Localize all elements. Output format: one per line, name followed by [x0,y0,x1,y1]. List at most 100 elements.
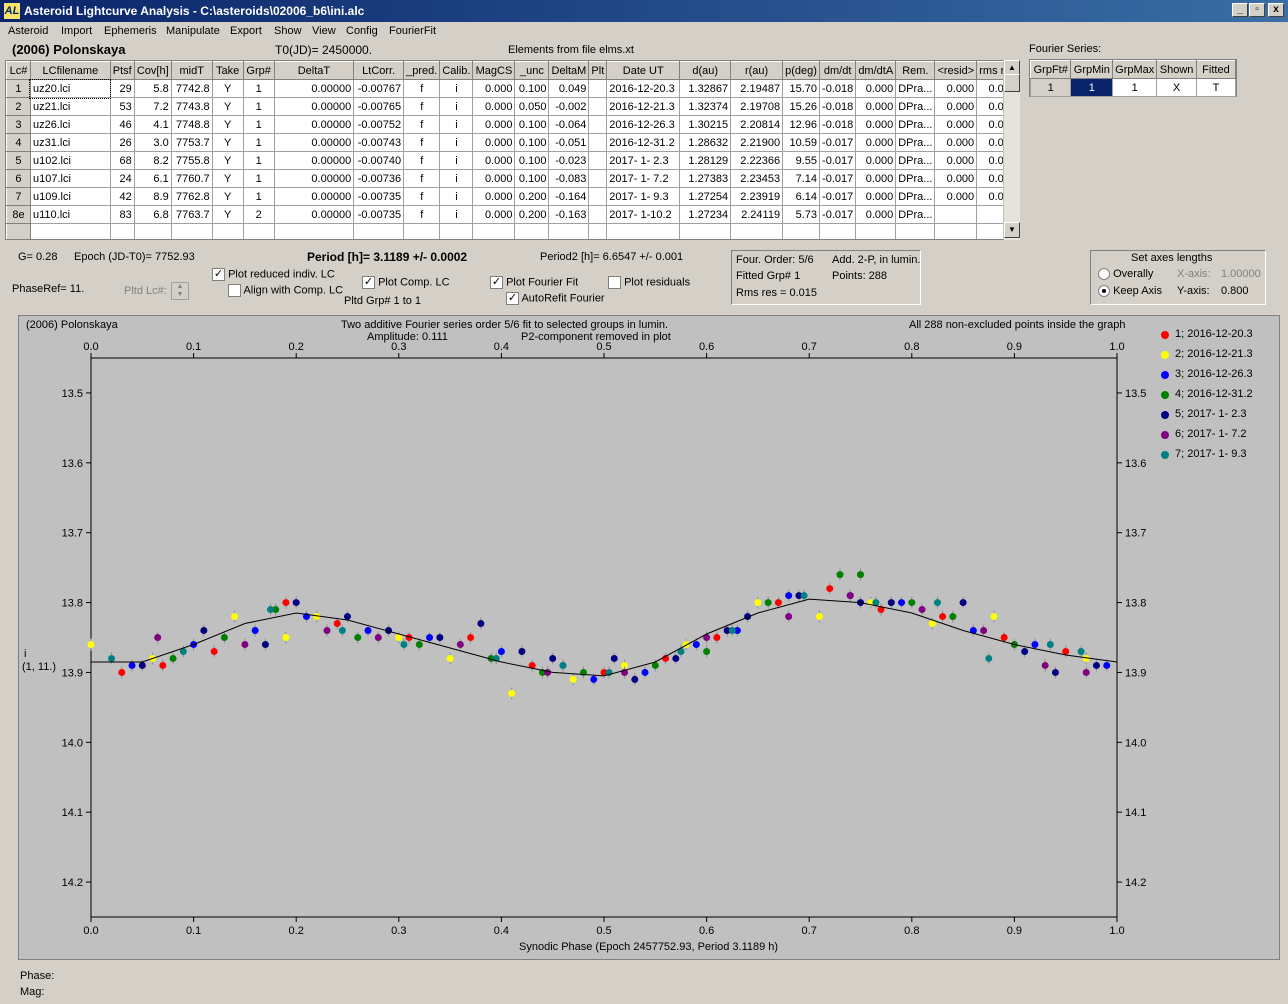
row-header[interactable]: 6 [6,169,31,188]
table-cell[interactable]: 1.30215 [679,115,732,134]
table-cell[interactable]: 0.000 [855,151,897,170]
table-cell[interactable]: 1.32867 [679,79,732,98]
restore-button[interactable]: ▫ [1249,3,1265,17]
menu-asteroid[interactable]: Asteroid [8,25,49,37]
table-cell[interactable] [679,223,732,239]
scroll-thumb[interactable] [1004,74,1020,92]
menu-export[interactable]: Export [230,25,262,37]
table-cell[interactable]: 0.000 [472,169,516,188]
table-cell[interactable]: 6.14 [782,187,821,206]
table-row[interactable]: 3 uz26.lci 46 4.1 7748.8 Y 1 0.00000 -0.00752 f i 0… [6,115,1019,134]
table-cell[interactable]: 5.8 [133,79,172,98]
menu-view[interactable]: View [312,25,336,37]
table-cell[interactable]: i [439,79,474,98]
table-cell[interactable] [403,223,441,239]
table-cell[interactable]: 2.20814 [730,115,784,134]
overally-radio[interactable] [1098,268,1110,281]
table-cell[interactable]: 2016-12-21.3 [606,97,681,116]
table-cell[interactable]: DPra... [895,115,936,134]
table-cell[interactable] [133,223,172,239]
table-cell[interactable]: -0.017 [819,205,857,224]
column-header[interactable]: Cov[h] [133,61,172,80]
table-cell[interactable]: 0.00000 [273,205,355,224]
menu-config[interactable]: Config [346,25,378,37]
column-header[interactable]: Calib. [439,61,474,80]
table-cell[interactable]: 1 [242,151,275,170]
table-cell[interactable]: 4.1 [133,115,172,134]
table-cell[interactable]: 1.28129 [679,151,732,170]
table-cell[interactable] [588,115,608,134]
table-cell[interactable]: 0.000 [472,133,516,152]
table-cell[interactable]: u109.lci [29,187,111,206]
table-cell[interactable]: DPra... [895,205,936,224]
plot-fourier-option[interactable]: ✓ Plot Fourier Fit [490,276,578,289]
table-cell[interactable]: 10.59 [782,133,821,152]
table-cell[interactable]: 0.100 [514,79,550,98]
row-header[interactable]: 3 [6,115,31,134]
table-cell[interactable]: Y [211,97,244,116]
table-cell[interactable]: 0.200 [514,187,550,206]
table-cell[interactable]: 0.00000 [273,79,355,98]
column-header[interactable]: Plt [588,61,608,80]
table-cell[interactable] [242,223,275,239]
column-header[interactable]: Date UT [606,61,681,80]
menu-show[interactable]: Show [274,25,302,37]
table-cell[interactable]: i [439,187,474,206]
table-row[interactable]: 1 uz20.lci 29 5.8 7742.8 Y 1 0.00000 -0.00767 f i 0… [6,78,1019,99]
table-row[interactable]: 2 uz21.lci 53 7.2 7743.8 Y 1 0.00000 -0.00765 f i 0… [6,97,1019,116]
table-cell[interactable]: -0.00735 [353,205,405,224]
table-cell[interactable]: 2.22366 [730,151,784,170]
table-cell[interactable]: 1.28632 [679,133,732,152]
table-cell[interactable]: 2.19708 [730,97,784,116]
menu-import[interactable]: Import [61,25,93,37]
table-cell[interactable]: 53 [109,97,135,116]
menu-fourierfit[interactable]: FourierFit [389,25,437,37]
table-cell[interactable]: -0.018 [819,97,857,116]
keep-axis-option[interactable]: Keep Axis [1098,285,1162,298]
table-cell[interactable] [588,133,608,152]
table-cell[interactable]: -0.00736 [353,169,405,188]
table-cell[interactable]: -0.00767 [353,79,405,98]
table-cell[interactable]: 2.23919 [730,187,784,206]
plot-comp-option[interactable]: ✓ Plot Comp. LC [362,276,450,289]
lightcurve-plot[interactable]: 0.0 0.0 0.1 0.1 0.2 0.2 0.3 0.3 0.4 0.4 0.5 0.5 0.6 0… [18,315,1280,960]
table-cell[interactable]: f [403,169,441,188]
table-cell[interactable]: f [403,79,441,98]
table-cell[interactable]: 6.1 [133,169,172,188]
table-cell[interactable]: Y [211,133,244,152]
table-cell[interactable]: i [439,205,474,224]
table-cell[interactable] [588,169,608,188]
table-cell[interactable]: 0.000 [855,187,897,206]
table-cell[interactable]: Y [211,79,244,98]
table-cell[interactable] [934,223,978,239]
column-header[interactable]: LtCorr. [353,61,405,80]
table-cell[interactable] [514,223,550,239]
table-cell[interactable]: 2.23453 [730,169,784,188]
table-cell[interactable]: 0.000 [934,151,978,170]
table-cell[interactable]: f [403,97,441,116]
plot-residuals-option[interactable]: Plot residuals [608,276,690,289]
column-header[interactable]: _pred. [403,61,441,80]
table-cell[interactable]: 0.200 [514,205,550,224]
table-cell[interactable]: u107.lci [29,169,111,188]
table-cell[interactable]: 5.73 [782,205,821,224]
plot-comp-checkbox[interactable]: ✓ [362,276,375,289]
column-header[interactable]: Grp# [242,61,275,80]
table-cell[interactable]: 0.000 [472,97,516,116]
menu-manipulate[interactable]: Manipulate [166,25,220,37]
table-cell[interactable]: Y [211,151,244,170]
table-cell[interactable]: Y [211,205,244,224]
row-header[interactable]: 5 [6,151,31,170]
column-header[interactable]: <resid> [934,61,978,80]
table-cell[interactable] [588,79,608,98]
table-cell[interactable]: -0.064 [548,115,590,134]
table-cell[interactable]: 7.14 [782,169,821,188]
table-cell[interactable]: 2016-12-20.3 [606,79,681,98]
table-cell[interactable] [273,223,355,239]
table-cell[interactable] [170,223,213,239]
column-header[interactable]: LCfilename [29,61,111,80]
overally-option[interactable]: Overally [1098,268,1153,281]
table-cell[interactable]: -0.018 [819,115,857,134]
table-cell[interactable]: 0.000 [855,115,897,134]
table-cell[interactable]: 1 [242,187,275,206]
